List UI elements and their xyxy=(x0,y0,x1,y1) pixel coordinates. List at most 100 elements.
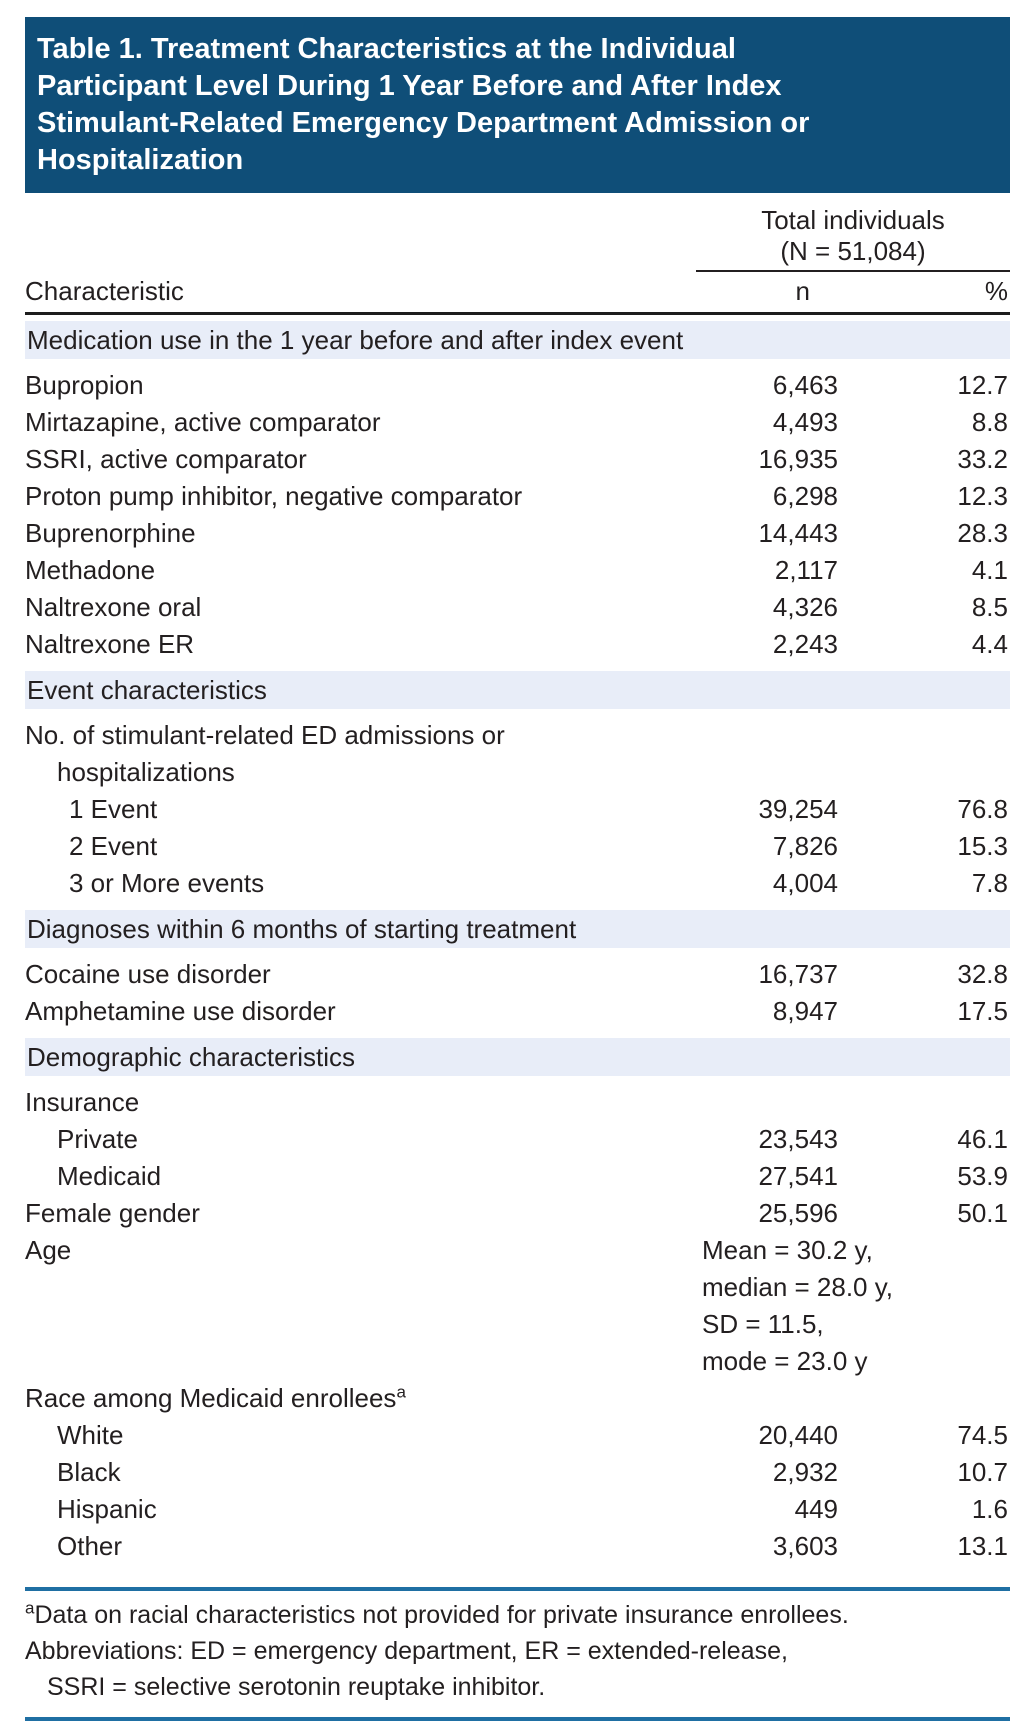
table-row: Medicaid 27,541 53.9 xyxy=(25,1158,1010,1195)
row-n-value: 16,935 xyxy=(758,444,838,474)
age-statistics: Mean = 30.2 y, median = 28.0 y, SD = 11.… xyxy=(702,1232,1010,1380)
row-pct-value: 10.7 xyxy=(957,1457,1008,1487)
table-row: Buprenorphine 14,443 28.3 xyxy=(25,515,1010,552)
row-n-value: 25,596 xyxy=(758,1198,838,1228)
row-pct-value: 50.1 xyxy=(957,1198,1008,1228)
row-label: Hispanic xyxy=(57,1494,157,1524)
row-pct-value: 46.1 xyxy=(957,1124,1008,1154)
footnote-abbreviations-cont: SSRI = selective serotonin reuptake inhi… xyxy=(47,1673,546,1701)
table-row: White 20,440 74.5 xyxy=(25,1417,1010,1454)
footnote-marker-a: a xyxy=(396,1382,406,1402)
column-group-n-total: (N = 51,084) xyxy=(780,236,926,266)
section-header-diagnoses: Diagnoses within 6 months of starting tr… xyxy=(25,910,1010,948)
table-row: No. of stimulant-related ED admissions o… xyxy=(25,717,1010,754)
table-row: 1 Event 39,254 76.8 xyxy=(25,791,1010,828)
row-label: Black xyxy=(57,1457,121,1487)
row-n-value: 39,254 xyxy=(758,794,838,824)
table-title-line: Stimulant-Related Emergency Department A… xyxy=(37,107,810,139)
row-label: Buprenorphine xyxy=(25,518,196,548)
table-row: 3 or More events 4,004 7.8 xyxy=(25,865,1010,902)
table-row: Proton pump inhibitor, negative comparat… xyxy=(25,478,1010,515)
row-n-value: 2,243 xyxy=(772,629,838,659)
row-label: 3 or More events xyxy=(69,868,265,898)
row-n-value: 20,440 xyxy=(758,1420,838,1450)
row-n-value: 6,463 xyxy=(772,370,838,400)
table-title-line: Participant Level During 1 Year Before a… xyxy=(37,70,782,102)
row-pct-value: 15.3 xyxy=(957,831,1008,861)
row-n-value: 3,603 xyxy=(772,1531,838,1561)
row-label: Naltrexone oral xyxy=(25,592,202,622)
table-row: Black 2,932 10.7 xyxy=(25,1454,1010,1491)
row-pct-value: 76.8 xyxy=(957,794,1008,824)
age-stat-line: median = 28.0 y, xyxy=(702,1272,894,1302)
age-stat-line: SD = 11.5, xyxy=(702,1309,824,1339)
table-row: Insurance xyxy=(25,1084,1010,1121)
column-header-n: n xyxy=(795,276,810,306)
column-header-row: Characteristic n % xyxy=(25,274,1010,308)
column-group-header: Total individuals (N = 51,084) xyxy=(696,205,1010,272)
row-label: Cocaine use disorder xyxy=(25,959,271,989)
row-label: Female gender xyxy=(25,1198,200,1228)
column-header-pct: % xyxy=(984,276,1008,306)
table-row: Bupropion 6,463 12.7 xyxy=(25,367,1010,404)
row-n-value: 2,932 xyxy=(772,1457,838,1487)
row-pct-value: 17.5 xyxy=(957,996,1008,1026)
row-pct-value: 12.3 xyxy=(957,481,1008,511)
row-pct-value: 28.3 xyxy=(957,518,1008,548)
row-pct-value: 13.1 xyxy=(957,1531,1008,1561)
row-n-value: 16,737 xyxy=(758,959,838,989)
row-label: No. of stimulant-related ED admissions o… xyxy=(25,720,505,750)
row-label: Naltrexone ER xyxy=(25,629,195,659)
table-row: 2 Event 7,826 15.3 xyxy=(25,828,1010,865)
row-label: Proton pump inhibitor, negative comparat… xyxy=(25,481,523,511)
row-pct-value: 8.8 xyxy=(971,407,1008,437)
table-row: Naltrexone ER 2,243 4.4 xyxy=(25,626,1010,663)
row-pct-value: 4.1 xyxy=(971,555,1008,585)
row-n-value: 14,443 xyxy=(758,518,838,548)
row-label: Age xyxy=(25,1235,72,1265)
footnote-marker-a: a xyxy=(25,1598,35,1618)
row-n-value: 4,493 xyxy=(772,407,838,437)
table-row: Female gender 25,596 50.1 xyxy=(25,1195,1010,1232)
table-row: Methadone 2,117 4.1 xyxy=(25,552,1010,589)
table-bottom-rule xyxy=(25,1717,1010,1721)
column-group-title: Total individuals xyxy=(761,205,945,235)
row-n-value: 8,947 xyxy=(772,996,838,1026)
row-label: White xyxy=(57,1420,124,1450)
table-row: Mirtazapine, active comparator 4,493 8.8 xyxy=(25,404,1010,441)
section-header-demographics: Demographic characteristics xyxy=(25,1038,1010,1076)
table-row: Amphetamine use disorder 8,947 17.5 xyxy=(25,993,1010,1030)
row-n-value: 449 xyxy=(794,1494,838,1524)
section-header-event-characteristics: Event characteristics xyxy=(25,671,1010,709)
row-pct-value: 74.5 xyxy=(957,1420,1008,1450)
row-label: Bupropion xyxy=(25,370,144,400)
row-label: Private xyxy=(57,1124,138,1154)
row-pct-value: 32.8 xyxy=(957,959,1008,989)
footnote-top-rule xyxy=(25,1587,1010,1591)
row-pct-value: 8.5 xyxy=(971,592,1008,622)
row-label-insurance: Insurance xyxy=(25,1087,140,1117)
header-divider-rule xyxy=(25,312,1010,315)
row-pct-value: 53.9 xyxy=(957,1161,1008,1191)
row-label: Other xyxy=(57,1531,123,1561)
section-header-medication-use: Medication use in the 1 year before and … xyxy=(25,321,1010,359)
row-label: Mirtazapine, active comparator xyxy=(25,407,381,437)
table-row: Naltrexone oral 4,326 8.5 xyxy=(25,589,1010,626)
row-label: 1 Event xyxy=(69,794,158,824)
row-n-value: 6,298 xyxy=(772,481,838,511)
row-label: Methadone xyxy=(25,555,156,585)
age-stat-line: mode = 23.0 y xyxy=(702,1346,868,1376)
table-row-age: Age Mean = 30.2 y, median = 28.0 y, SD =… xyxy=(25,1232,1010,1380)
table-row: Hispanic 449 1.6 xyxy=(25,1491,1010,1528)
column-group-rule xyxy=(696,270,1010,272)
row-label: Amphetamine use disorder xyxy=(25,996,336,1026)
table-row: Private 23,543 46.1 xyxy=(25,1121,1010,1158)
table-row: hospitalizations xyxy=(25,754,1010,791)
table-row: Race among Medicaid enrolleesa xyxy=(25,1380,1010,1417)
row-pct-value: 1.6 xyxy=(971,1494,1008,1524)
row-n-value: 7,826 xyxy=(772,831,838,861)
row-label: Medicaid xyxy=(57,1161,162,1191)
footnote-race-data: aData on racial characteristics not prov… xyxy=(25,1597,1010,1633)
row-pct-value: 12.7 xyxy=(957,370,1008,400)
table-row: Cocaine use disorder 16,737 32.8 xyxy=(25,956,1010,993)
